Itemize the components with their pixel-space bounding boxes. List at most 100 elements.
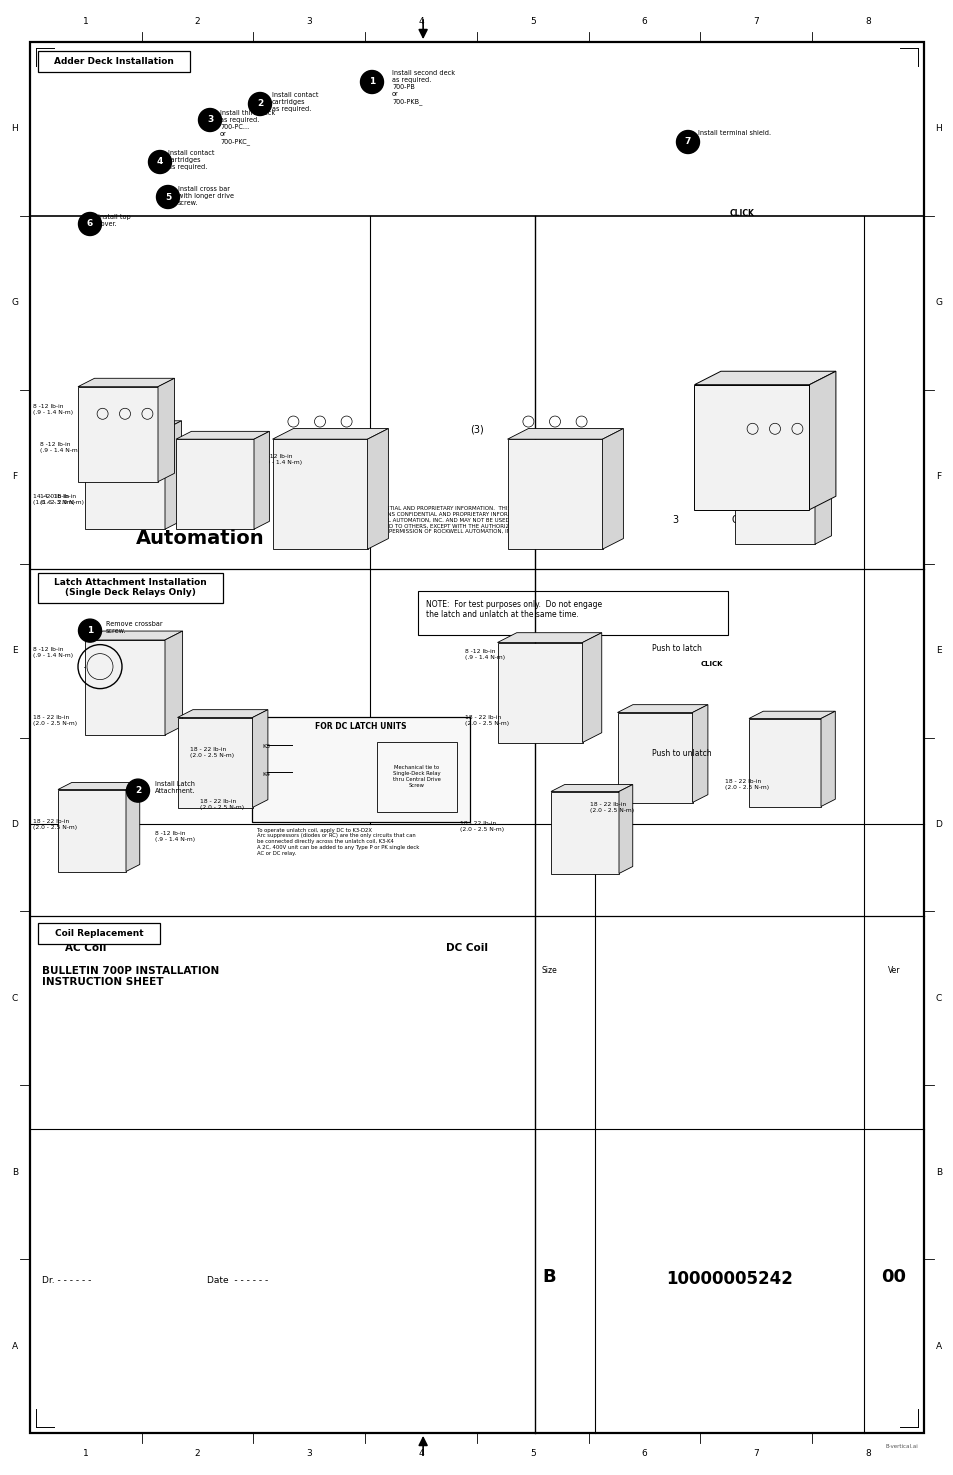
Text: 18 - 22 lb-in
(2.0 - 2.5 N-m): 18 - 22 lb-in (2.0 - 2.5 N-m)	[724, 779, 768, 791]
Text: Sheet: Sheet	[544, 516, 571, 525]
Bar	[507, 440, 602, 549]
Circle shape	[156, 186, 179, 208]
Bar	[734, 444, 814, 544]
Text: Coil Replacement: Coil Replacement	[54, 929, 143, 938]
Polygon shape	[165, 420, 181, 530]
Text: 8 -12 lb-in
(.9 - 1.4 N-m): 8 -12 lb-in (.9 - 1.4 N-m)	[40, 442, 80, 453]
Bar	[252, 717, 470, 822]
Text: 1: 1	[83, 1450, 89, 1459]
Text: 18 - 22 lb-in
(2.0 - 2.5 N-m): 18 - 22 lb-in (2.0 - 2.5 N-m)	[33, 819, 77, 830]
Text: 6: 6	[87, 220, 93, 229]
Bar	[273, 440, 367, 549]
Text: 8 -12 lb-in
(.9 - 1.4 N-m): 8 -12 lb-in (.9 - 1.4 N-m)	[33, 648, 73, 658]
Text: Install second deck
as required.
700-PB
or
700-PKB_: Install second deck as required. 700-PB …	[392, 69, 455, 105]
Bar	[177, 717, 253, 807]
Polygon shape	[551, 785, 632, 792]
Text: F: F	[12, 472, 17, 481]
Polygon shape	[582, 633, 601, 742]
Text: K4: K4	[262, 771, 270, 777]
Text: K3: K3	[262, 743, 270, 749]
Text: DC Coil: DC Coil	[446, 944, 488, 953]
Bar	[38, 52, 190, 72]
Text: 5: 5	[530, 1450, 536, 1459]
Circle shape	[360, 71, 383, 93]
Bar	[694, 385, 809, 510]
Text: 1: 1	[83, 16, 89, 25]
Text: D: D	[935, 820, 942, 829]
Text: Latch Attachment Installation
(Single Deck Relays Only): Latch Attachment Installation (Single De…	[54, 578, 207, 597]
Polygon shape	[175, 431, 269, 440]
Text: B: B	[12, 1168, 18, 1177]
Text: Of: Of	[731, 515, 742, 525]
Polygon shape	[158, 378, 174, 482]
Bar	[551, 792, 618, 873]
Text: 18 - 22 lb-in
(2.0 - 2.5 N-m): 18 - 22 lb-in (2.0 - 2.5 N-m)	[190, 748, 233, 758]
Text: NOTE:  For test purposes only.  Do not engage
the latch and unlatch at the same : NOTE: For test purposes only. Do not eng…	[425, 600, 601, 620]
Text: B: B	[541, 1268, 556, 1286]
Text: C: C	[11, 994, 18, 1003]
Text: 8 -12 lb-in
(.9 - 1.4 N-m): 8 -12 lb-in (.9 - 1.4 N-m)	[464, 649, 504, 659]
Text: CLICK: CLICK	[729, 209, 754, 218]
Text: E: E	[935, 646, 941, 655]
Text: D: D	[11, 820, 18, 829]
Text: 7: 7	[753, 16, 759, 25]
Polygon shape	[367, 429, 388, 549]
Text: 4: 4	[156, 158, 163, 167]
Text: CLICK: CLICK	[700, 661, 722, 667]
Text: Adder Deck Installation: Adder Deck Installation	[54, 58, 173, 66]
Text: 7: 7	[684, 137, 691, 146]
Text: A: A	[935, 1342, 941, 1351]
Text: AC Coil: AC Coil	[65, 944, 107, 953]
Text: 2: 2	[194, 1450, 200, 1459]
Polygon shape	[507, 429, 622, 440]
Text: 00: 00	[881, 1268, 905, 1286]
Text: FOR DC LATCH UNITS: FOR DC LATCH UNITS	[314, 723, 406, 732]
Polygon shape	[809, 372, 835, 510]
Text: 18 - 22 lb-in
(2.0 - 2.5 N-m): 18 - 22 lb-in (2.0 - 2.5 N-m)	[459, 822, 503, 832]
Text: 2: 2	[194, 16, 200, 25]
Text: Install terminal shield.: Install terminal shield.	[698, 130, 770, 136]
Polygon shape	[126, 783, 139, 872]
Text: G: G	[935, 298, 942, 307]
Text: Install contact
cartridges
as required.: Install contact cartridges as required.	[168, 150, 214, 170]
Text: Ver: Ver	[886, 966, 900, 975]
Text: F: F	[936, 472, 941, 481]
Text: Date  - - - - - -: Date - - - - - -	[207, 1276, 268, 1285]
Text: 4: 4	[417, 1450, 423, 1459]
Bar	[175, 440, 253, 530]
Text: Install Latch
Attachment.: Install Latch Attachment.	[154, 780, 195, 794]
Text: Remove crossbar
screw.: Remove crossbar screw.	[106, 621, 162, 634]
Text: Automation: Automation	[135, 528, 264, 547]
Polygon shape	[78, 378, 174, 386]
Text: CONFIDENTIAL AND PROPRIETARY INFORMATION.  THIS DOCUMENT
CONTAINS CONFIDENTIAL A: CONFIDENTIAL AND PROPRIETARY INFORMATION…	[360, 506, 543, 534]
Text: 7: 7	[753, 1450, 759, 1459]
Polygon shape	[748, 711, 835, 718]
Text: 8 -12 lb-in
(.9 - 1.4 N-m): 8 -12 lb-in (.9 - 1.4 N-m)	[262, 454, 302, 465]
Text: 10000005242: 10000005242	[665, 1270, 792, 1288]
Polygon shape	[165, 631, 182, 735]
Text: 18 - 22 lb-in
(2.0 - 2.5 N-m): 18 - 22 lb-in (2.0 - 2.5 N-m)	[464, 715, 509, 726]
Polygon shape	[692, 705, 707, 802]
Text: 8: 8	[864, 16, 870, 25]
Text: Mechanical tie to
Single-Deck Relay
thru Central Drive
Screw: Mechanical tie to Single-Deck Relay thru…	[393, 766, 440, 788]
Text: 14 - 18 lb-in
(1.6 - 2.0 N-m): 14 - 18 lb-in (1.6 - 2.0 N-m)	[40, 494, 84, 504]
Text: 18 - 22 lb-in
(2.0 - 2.5 N-m): 18 - 22 lb-in (2.0 - 2.5 N-m)	[33, 715, 77, 726]
Bar	[38, 572, 223, 603]
Text: 4: 4	[796, 515, 801, 525]
Text: H: H	[935, 124, 942, 133]
Polygon shape	[497, 633, 601, 643]
Polygon shape	[617, 705, 707, 712]
Bar	[78, 386, 158, 482]
Text: Push to unlatch: Push to unlatch	[651, 749, 711, 758]
Text: 2: 2	[256, 99, 263, 109]
Text: 18 - 22 lb-in
(2.0 - 2.5 N-m): 18 - 22 lb-in (2.0 - 2.5 N-m)	[589, 802, 634, 813]
Polygon shape	[821, 711, 835, 807]
Circle shape	[198, 109, 221, 131]
Text: Install third deck
as required.
700-PC...
or
700-PKC_: Install third deck as required. 700-PC..…	[220, 111, 275, 145]
Circle shape	[676, 130, 699, 153]
Text: 3: 3	[306, 1450, 312, 1459]
Bar	[497, 643, 582, 742]
Circle shape	[248, 93, 272, 115]
Polygon shape	[602, 429, 622, 549]
Bar	[85, 640, 165, 735]
